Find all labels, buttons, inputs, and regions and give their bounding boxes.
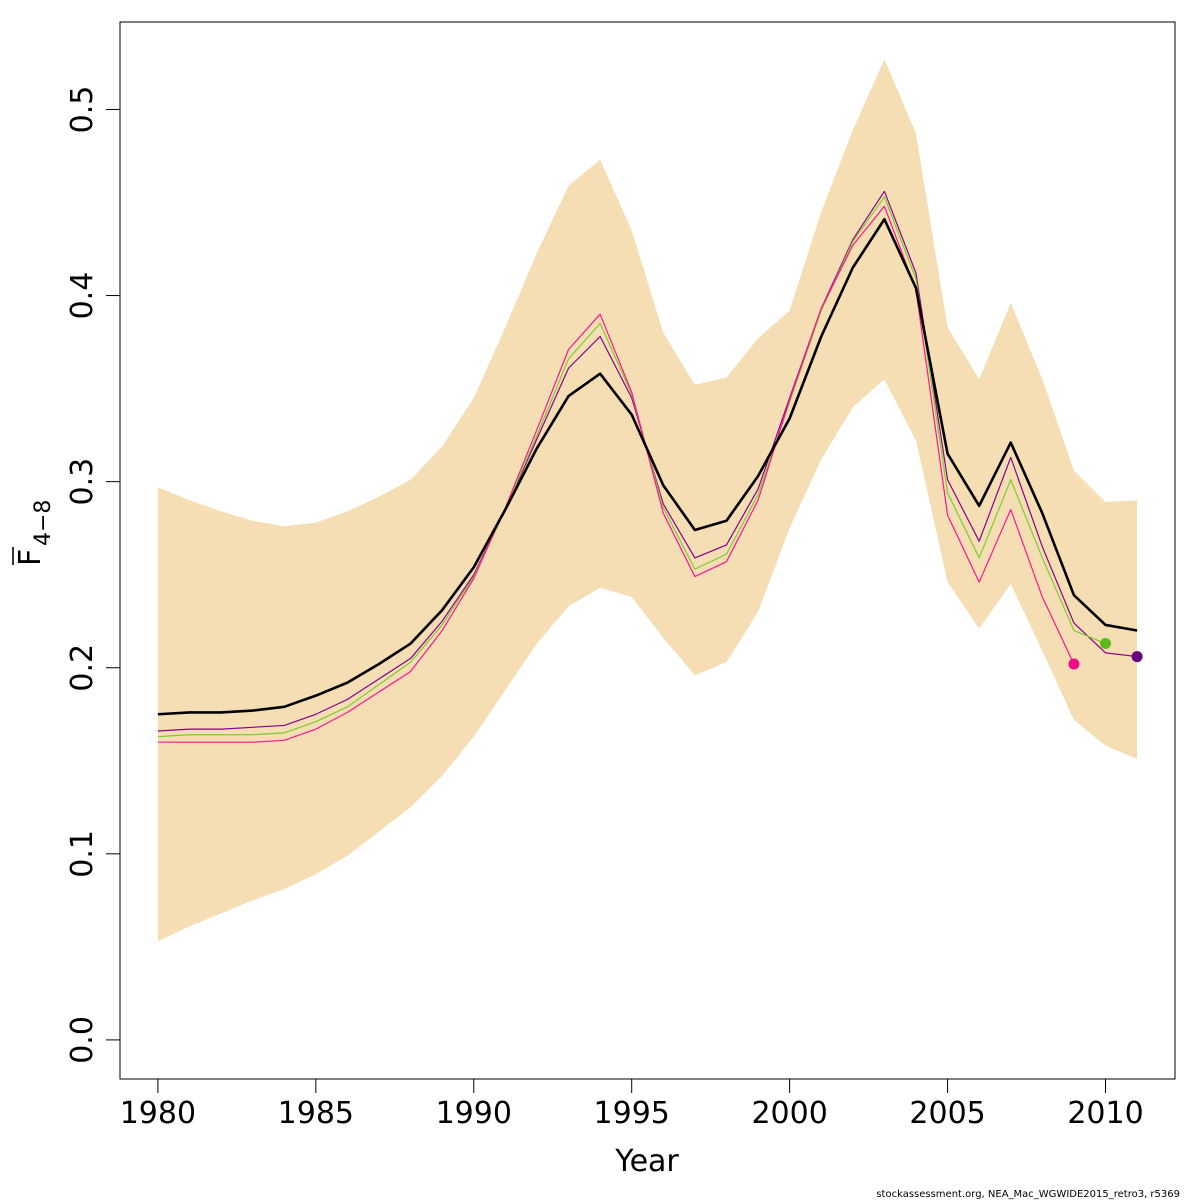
y-axis: 0.0 0.1 0.2 0.3 0.4 0.5 bbox=[65, 86, 121, 1064]
x-tick-label: 2005 bbox=[909, 1096, 985, 1131]
x-tick-label: 1980 bbox=[120, 1096, 196, 1131]
confidence-band bbox=[157, 59, 1138, 942]
x-axis: 1980 1985 1990 1995 2000 2005 2010 bbox=[120, 1078, 1144, 1131]
series-endpoint-2 bbox=[1100, 638, 1112, 650]
y-tick-label: 0.5 bbox=[65, 86, 100, 134]
series-line-3 bbox=[157, 205, 1075, 743]
y-tick-label: 0.4 bbox=[65, 272, 100, 320]
y-axis-title-main: F bbox=[13, 549, 48, 566]
y-tick-label: 0.1 bbox=[65, 830, 100, 878]
x-tick-label: 2010 bbox=[1067, 1096, 1143, 1131]
series-layer bbox=[157, 190, 1138, 743]
series-endpoint-3 bbox=[1068, 658, 1080, 670]
series-line-0 bbox=[157, 217, 1138, 716]
y-tick-label: 0.0 bbox=[65, 1016, 100, 1064]
x-tick-label: 1990 bbox=[436, 1096, 512, 1131]
confidence-band-layer bbox=[157, 59, 1138, 942]
x-tick-label: 1995 bbox=[594, 1096, 670, 1131]
x-axis-title: Year bbox=[614, 1144, 679, 1179]
footer-credit: stockassessment.org, NEA_Mac_WGWIDE2015_… bbox=[876, 1189, 1180, 1200]
series-endpoint-1 bbox=[1131, 651, 1143, 663]
endpoint-layer bbox=[1068, 638, 1143, 670]
x-tick-label: 1985 bbox=[278, 1096, 354, 1131]
y-axis-title-subscript: 4−8 bbox=[31, 500, 56, 546]
y-tick-label: 0.3 bbox=[65, 458, 100, 506]
x-tick-label: 2000 bbox=[751, 1096, 827, 1131]
y-axis-title: F 4−8 bbox=[12, 500, 56, 566]
y-tick-label: 0.2 bbox=[65, 644, 100, 692]
